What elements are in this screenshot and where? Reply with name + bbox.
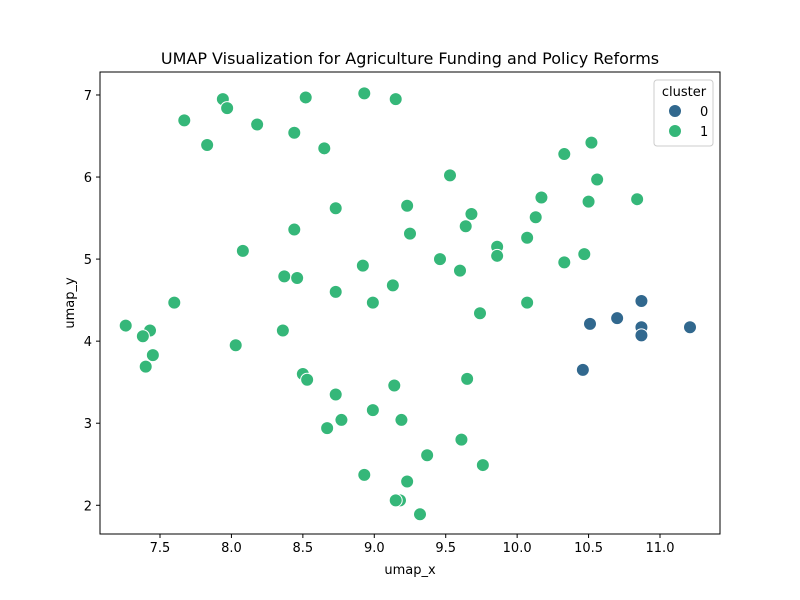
scatter-point-cluster-1 <box>454 432 469 447</box>
scatter-point-cluster-0 <box>634 328 649 343</box>
scatter-point-cluster-1 <box>400 198 415 213</box>
scatter-point-cluster-1 <box>460 371 475 386</box>
scatter-point-cluster-1 <box>520 295 535 310</box>
scatter-point-cluster-1 <box>328 284 343 299</box>
scatter-point-cluster-1 <box>584 135 599 150</box>
legend: cluster 01 <box>653 79 714 147</box>
scatter-point-cluster-1 <box>300 372 315 387</box>
scatter-point-cluster-1 <box>464 206 479 221</box>
scatter-point-cluster-1 <box>290 270 305 285</box>
scatter-point-cluster-1 <box>235 243 250 258</box>
scatter-point-cluster-1 <box>334 412 349 427</box>
scatter-point-cluster-1 <box>557 147 572 162</box>
scatter-point-cluster-1 <box>320 421 335 436</box>
scatter-point-cluster-1 <box>520 230 535 245</box>
scatter-point-cluster-1 <box>287 125 302 140</box>
scatter-point-cluster-1 <box>177 113 192 128</box>
scatter-point-cluster-1 <box>490 248 505 263</box>
scatter-point-cluster-1 <box>590 172 605 187</box>
scatter-point-cluster-1 <box>277 269 292 284</box>
legend-entries: 01 <box>668 104 708 140</box>
scatter-point-cluster-0 <box>583 316 597 331</box>
scatter-point-cluster-1 <box>630 192 645 207</box>
scatter-point-cluster-1 <box>557 255 572 270</box>
plot-frame <box>99 71 721 535</box>
scatter-point-cluster-1 <box>250 117 265 132</box>
plot-points <box>118 86 697 522</box>
chart-title: UMAP Visualization for Agriculture Fundi… <box>161 49 659 68</box>
scatter-point-cluster-1 <box>403 226 417 241</box>
legend-title: cluster <box>662 85 707 100</box>
scatter-point-cluster-1 <box>528 210 543 225</box>
legend-label-cluster-1: 1 <box>700 125 708 140</box>
scatter-point-cluster-1 <box>200 138 215 153</box>
scatter-point-cluster-1 <box>220 101 235 116</box>
scatter-point-cluster-1 <box>458 219 473 234</box>
scatter-point-cluster-1 <box>365 403 380 418</box>
scatter-point-cluster-1 <box>385 278 400 293</box>
scatter-point-cluster-0 <box>575 362 590 377</box>
scatter-point-cluster-1 <box>433 252 447 267</box>
y-axis-label: umap_y <box>63 277 78 329</box>
scatter-point-cluster-1 <box>118 318 133 333</box>
scatter-point-cluster-1 <box>357 467 372 482</box>
scatter-point-cluster-1 <box>388 493 403 508</box>
scatter-point-cluster-1 <box>400 474 415 489</box>
x-axis-label: umap_x <box>384 563 436 578</box>
x-axis: 7.5 8.0 8.5 9.0 9.5 10.0 10.5 11.0 <box>150 534 675 556</box>
x-tick-label: 9.0 <box>364 541 385 556</box>
scatter-point-cluster-1 <box>443 168 457 183</box>
y-tick-label: 3 <box>84 417 92 432</box>
scatter-point-cluster-1 <box>365 295 380 310</box>
scatter-point-cluster-0 <box>683 320 697 335</box>
scatter-point-cluster-1 <box>138 359 153 374</box>
x-tick-label: 7.5 <box>150 541 171 556</box>
scatter-point-cluster-0 <box>634 293 649 308</box>
legend-label-cluster-0: 0 <box>700 105 708 120</box>
y-tick-label: 6 <box>84 171 92 186</box>
scatter-point-cluster-1 <box>167 295 182 310</box>
scatter-point-cluster-1 <box>394 412 409 427</box>
scatter-point-cluster-1 <box>387 378 402 393</box>
y-tick-label: 4 <box>84 335 92 350</box>
scatter-point-cluster-1 <box>473 306 487 321</box>
scatter-point-cluster-1 <box>355 258 370 273</box>
scatter-point-cluster-1 <box>475 458 490 473</box>
scatter-point-cluster-1 <box>135 329 150 344</box>
x-tick-label: 10.5 <box>574 541 603 556</box>
scatter-point-cluster-1 <box>581 194 596 209</box>
scatter-point-cluster-1 <box>275 323 290 338</box>
scatter-point-cluster-1 <box>534 190 549 205</box>
scatter-point-cluster-1 <box>453 263 467 278</box>
scatter-point-cluster-1 <box>357 86 372 101</box>
x-tick-label: 8.0 <box>221 541 242 556</box>
y-tick-label: 2 <box>84 499 92 514</box>
scatter-point-cluster-1 <box>420 448 435 463</box>
scatter-point-cluster-1 <box>287 222 302 237</box>
y-tick-label: 5 <box>84 253 92 268</box>
scatter-point-cluster-1 <box>328 201 343 216</box>
scatter-point-cluster-1 <box>228 338 243 353</box>
scatter-point-cluster-1 <box>328 387 343 402</box>
legend-marker-cluster-0 <box>668 104 682 118</box>
y-axis: 2 3 4 5 6 7 <box>84 89 100 514</box>
legend-marker-cluster-1 <box>668 124 682 138</box>
scatter-point-cluster-1 <box>388 92 403 107</box>
scatter-point-cluster-1 <box>577 247 592 262</box>
scatter-point-cluster-1 <box>145 348 160 363</box>
scatter-point-cluster-0 <box>610 311 625 326</box>
x-tick-label: 9.5 <box>435 541 456 556</box>
scatter-point-cluster-1 <box>317 141 332 156</box>
x-tick-label: 10.0 <box>503 541 532 556</box>
x-tick-label: 8.5 <box>293 541 314 556</box>
scatter-point-cluster-1 <box>298 90 313 105</box>
x-tick-label: 11.0 <box>646 541 675 556</box>
y-tick-label: 7 <box>84 89 92 104</box>
scatter-point-cluster-1 <box>413 507 427 522</box>
